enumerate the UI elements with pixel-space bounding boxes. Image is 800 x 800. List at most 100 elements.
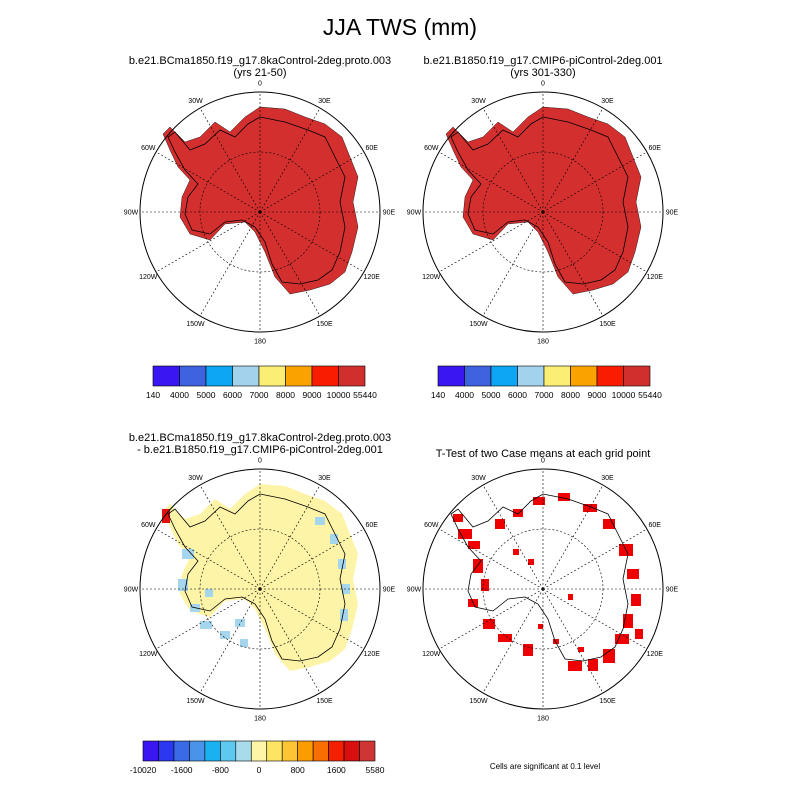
longitude-label: 60E <box>365 522 378 529</box>
coastline <box>167 493 346 662</box>
longitude-label: 0 <box>258 458 262 465</box>
significant-cell <box>513 549 519 555</box>
longitude-label: 30E <box>318 98 331 105</box>
longitude-label: 120W <box>422 274 441 281</box>
colorbar-label: 6000 <box>508 390 527 400</box>
negative-difference-cell <box>330 534 338 544</box>
colorbar-box <box>543 365 571 387</box>
longitude-label: 120W <box>139 651 158 658</box>
significant-cell <box>533 497 545 505</box>
negative-difference-cell <box>220 631 230 639</box>
significant-cell <box>481 579 489 591</box>
significant-cell <box>553 639 559 644</box>
meridian-line <box>199 484 261 590</box>
positive-difference-cell <box>162 509 170 523</box>
map-boundary <box>422 468 664 710</box>
meridian-line <box>199 211 261 317</box>
difference-field <box>163 484 358 671</box>
significant-cell <box>631 594 641 606</box>
negative-difference-cell <box>182 549 194 559</box>
colorbar-box <box>623 365 651 387</box>
panel-title-ttest: T-Test of two Case means at each grid po… <box>393 448 693 460</box>
longitude-label: 120E <box>647 651 664 658</box>
colorbar-box <box>189 740 206 762</box>
colorbar-box <box>220 740 237 762</box>
longitude-label: 150W <box>469 698 488 705</box>
colorbar-box <box>152 365 180 387</box>
colorbar-label: 0 <box>257 765 262 775</box>
colorbar-label: 8000 <box>561 390 580 400</box>
panel-title-line: (yrs 301-330) <box>510 67 576 79</box>
longitude-label: 90W <box>407 210 422 217</box>
meridian-line <box>259 588 365 650</box>
colorbar-box <box>235 740 252 762</box>
meridian-line <box>542 211 604 317</box>
colorbar-box <box>205 365 233 387</box>
longitude-label: 120E <box>364 651 381 658</box>
longitude-label: 150W <box>469 321 488 328</box>
significant-cell <box>568 661 582 671</box>
negative-difference-cell <box>235 619 245 627</box>
colorbar-label: 4000 <box>170 390 189 400</box>
meridian-line <box>155 528 261 590</box>
colorbar-label: 10000 <box>327 390 351 400</box>
longitude-label: 120W <box>139 274 158 281</box>
panel-title-line: b.e21.BCma1850.f19_g17.8kaControl-2deg.p… <box>128 432 392 444</box>
colorbar-label: 800 <box>291 765 305 775</box>
longitude-label: 150E <box>316 698 333 705</box>
longitude-label: 150E <box>599 698 616 705</box>
colorbar-box <box>173 740 190 762</box>
colorbar-box <box>311 365 339 387</box>
colorbar-box <box>437 365 465 387</box>
colorbar-label: 1600 <box>327 765 346 775</box>
map-boundary <box>139 468 381 710</box>
significant-cell <box>453 514 463 522</box>
colorbar-label: -800 <box>212 765 229 775</box>
colorbar-label: 7000 <box>250 390 269 400</box>
colorbar-label: 10000 <box>612 390 636 400</box>
meridian-line <box>438 211 544 273</box>
map-boundary <box>422 91 664 333</box>
negative-difference-cell <box>178 579 188 591</box>
colorbar-label: 5580 <box>366 765 385 775</box>
colorbar-box <box>359 740 376 762</box>
colorbar-label: -10020 <box>130 765 157 775</box>
colorbar-label: 5000 <box>482 390 501 400</box>
colorbar-box <box>179 365 207 387</box>
negative-difference-cell <box>340 609 348 621</box>
significance-footnote: Cells are significant at 0.1 level <box>489 762 601 771</box>
colorbar-box <box>204 740 221 762</box>
meridian-line <box>542 588 604 694</box>
colorbar-label: 140 <box>146 390 160 400</box>
longitude-label: 60W <box>141 145 156 152</box>
colorbar-label: 140 <box>431 390 445 400</box>
significant-cell <box>483 619 495 629</box>
meridian-line <box>542 107 604 213</box>
meridian-line <box>542 588 648 650</box>
significant-cell <box>623 614 633 628</box>
colorbar-label: 55440 <box>353 390 377 400</box>
negative-difference-cell <box>338 559 346 569</box>
significant-cell <box>495 519 505 529</box>
meridian-line <box>259 211 321 317</box>
longitude-label: 60W <box>141 522 156 529</box>
colorbar-box <box>258 365 286 387</box>
meridian-line <box>438 151 544 213</box>
meridian-line <box>482 484 544 590</box>
colorbar-box <box>490 365 518 387</box>
longitude-label: 0 <box>541 81 545 88</box>
longitude-label: 30W <box>188 98 203 105</box>
meridian-line <box>542 484 604 590</box>
meridian-line <box>542 528 648 590</box>
longitude-label: 30W <box>471 98 486 105</box>
longitude-label: 180 <box>537 339 549 346</box>
significant-cell <box>528 559 534 565</box>
meridian-line <box>259 528 365 590</box>
longitude-label: 90W <box>124 587 139 594</box>
colorbar-difference: -10020 -1600 -800 0 800 1600 5580 <box>130 740 385 775</box>
longitude-label: 90W <box>124 210 139 217</box>
colorbar-box <box>343 740 360 762</box>
panel-title-line: T-Test of two Case means at each grid po… <box>435 448 651 460</box>
